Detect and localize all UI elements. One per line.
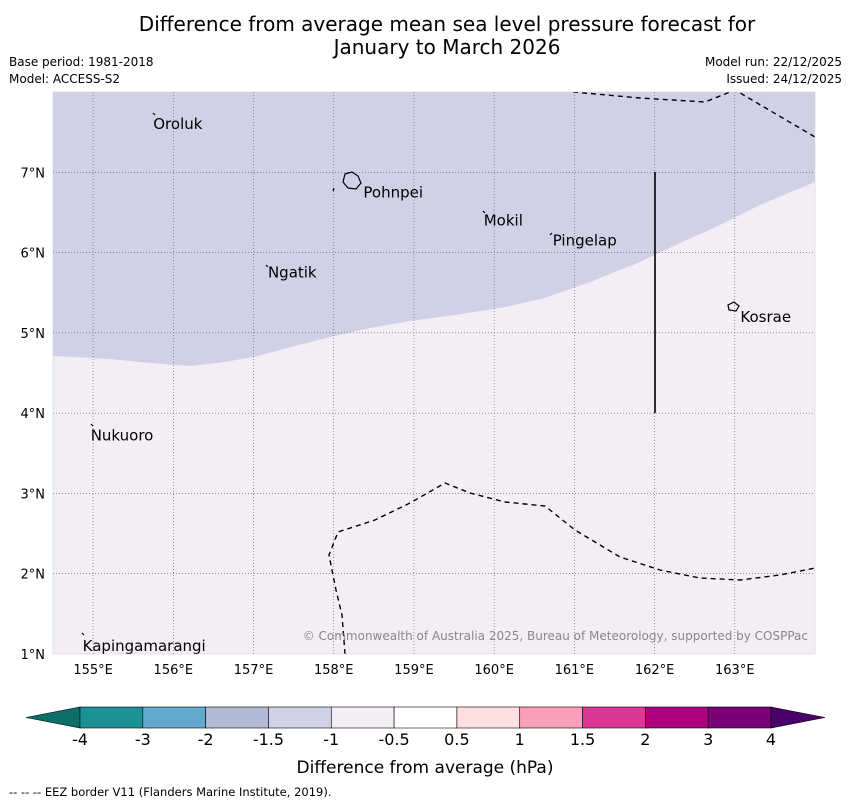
lon-tick-label: 155°E (73, 663, 113, 678)
nukuoro-atoll (90, 423, 94, 427)
issued-date: Issued: 24/12/2025 (726, 72, 842, 86)
lon-tick-label: 162°E (635, 663, 675, 678)
title-line-2: January to March 2026 (333, 35, 561, 59)
colorbar-segment (456, 706, 521, 729)
colorbar-tick-label: 0.5 (444, 730, 469, 749)
colorbar-tick-label: -1 (323, 730, 339, 749)
lon-tick-label: 160°E (474, 663, 514, 678)
lon-tick-label: 163°E (715, 663, 755, 678)
colorbar-tick-label: -3 (135, 730, 151, 749)
colorbar-segment (519, 706, 583, 729)
place-label: Mokil (484, 211, 523, 229)
lat-tick-label: 3°N (21, 487, 46, 502)
kosrae-island (727, 301, 740, 312)
lat-tick-label: 6°N (21, 247, 46, 262)
pohnpei-island (342, 171, 362, 190)
kapingamarangi-atoll (81, 632, 85, 636)
colorbar-tick-label: 2 (640, 730, 650, 749)
graticule (53, 92, 815, 654)
lon-tick-label: 157°E (234, 663, 274, 678)
mokil-atoll (482, 210, 486, 214)
lon-tick-label: 159°E (394, 663, 434, 678)
ant-atoll (332, 187, 335, 192)
colorbar-extension-low (25, 706, 81, 729)
colorbar-tick-label: -0.5 (378, 730, 409, 749)
anomaly-region-minus-1-5-to-minus-1 (53, 92, 815, 366)
axis-ticks: 155°E 156°E 157°E 158°E 159°E 160°E 161°E 162°E… (21, 166, 755, 678)
place-label: Nukuoro (91, 427, 154, 445)
colorbar-segment (268, 706, 332, 729)
colorbar-segment (79, 706, 144, 729)
colorbar-tick-label: -4 (72, 730, 88, 749)
colorbar-extension-high (770, 706, 826, 729)
map-area: Oroluk Pohnpei Mokil Pingelap Ngatik Kosrae Nu… (53, 92, 815, 655)
place-label: Oroluk (153, 115, 202, 133)
title-line-1: Difference from average mean sea level p… (138, 12, 756, 36)
place-label: Pohnpei (363, 183, 423, 201)
islands (81, 112, 740, 636)
pingelap-atoll (549, 232, 553, 236)
colorbar-tick-label: 3 (703, 730, 713, 749)
eez-borders (328, 92, 815, 654)
colorbar-segment (330, 706, 395, 729)
oroluk-atoll (152, 112, 156, 116)
place-label: Kosrae (740, 308, 791, 326)
colorbar-tick-label: -1.5 (253, 730, 284, 749)
colorbar-segment (393, 706, 458, 729)
chart-title: Difference from average mean sea level p… (0, 13, 850, 59)
colorbar-tick-label: -2 (198, 730, 214, 749)
colorbar-tick-label: 1.5 (570, 730, 595, 749)
lon-tick-label: 161°E (555, 663, 595, 678)
lat-tick-label: 1°N (21, 648, 46, 663)
eez-border-south (328, 482, 815, 654)
lon-tick-label: 158°E (314, 663, 354, 678)
colorbar-tick-label: 4 (766, 730, 776, 749)
colorbar-segment (707, 706, 772, 729)
place-labels: Oroluk Pohnpei Mokil Pingelap Ngatik Kosrae Nu… (83, 115, 791, 655)
lat-tick-label: 4°N (21, 407, 46, 422)
colorbar-segment (645, 706, 709, 729)
lat-tick-label: 5°N (21, 327, 46, 342)
model-run: Model run: 22/12/2025 (704, 55, 842, 69)
colorbar-segment (142, 706, 206, 729)
place-label: Ngatik (268, 264, 317, 282)
base-period: Base period: 1981-2018 (9, 55, 154, 69)
colorbar-label: Difference from average (hPa) (297, 758, 554, 778)
lon-tick-label: 156°E (154, 663, 194, 678)
colorbar-tick-label: 1 (515, 730, 525, 749)
colorbar-segment (582, 706, 646, 729)
map-frame (52, 91, 816, 655)
footer-eez-note: -- -- -- EEZ border V11 (Flanders Marine… (9, 785, 332, 799)
lat-tick-label: 7°N (21, 166, 46, 181)
model-name: Model: ACCESS-S2 (9, 72, 121, 86)
colorbar-segment (205, 706, 269, 729)
colorbar: -4 -3 -2 -1.5 -1 -0.5 0.5 1 1.5 2 3 4 (25, 706, 826, 749)
place-label: Pingelap (553, 232, 617, 250)
meta-right: Model run: 22/12/2025 Issued: 24/12/2025 (705, 54, 842, 88)
copyright-notice: © Commonwealth of Australia 2025, Bureau… (303, 629, 808, 643)
place-label: Kapingamarangi (83, 637, 206, 655)
lat-tick-label: 2°N (21, 568, 46, 583)
meta-left: Base period: 1981-2018 Model: ACCESS-S2 (9, 54, 154, 88)
ngatik-atoll (265, 264, 269, 268)
